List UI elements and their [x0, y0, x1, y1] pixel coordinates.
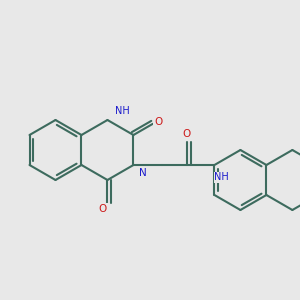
Text: O: O [183, 129, 191, 139]
Text: NH: NH [115, 106, 130, 116]
Text: O: O [99, 204, 107, 214]
Text: NH: NH [214, 172, 229, 182]
Text: N: N [140, 168, 147, 178]
Text: O: O [154, 117, 163, 127]
